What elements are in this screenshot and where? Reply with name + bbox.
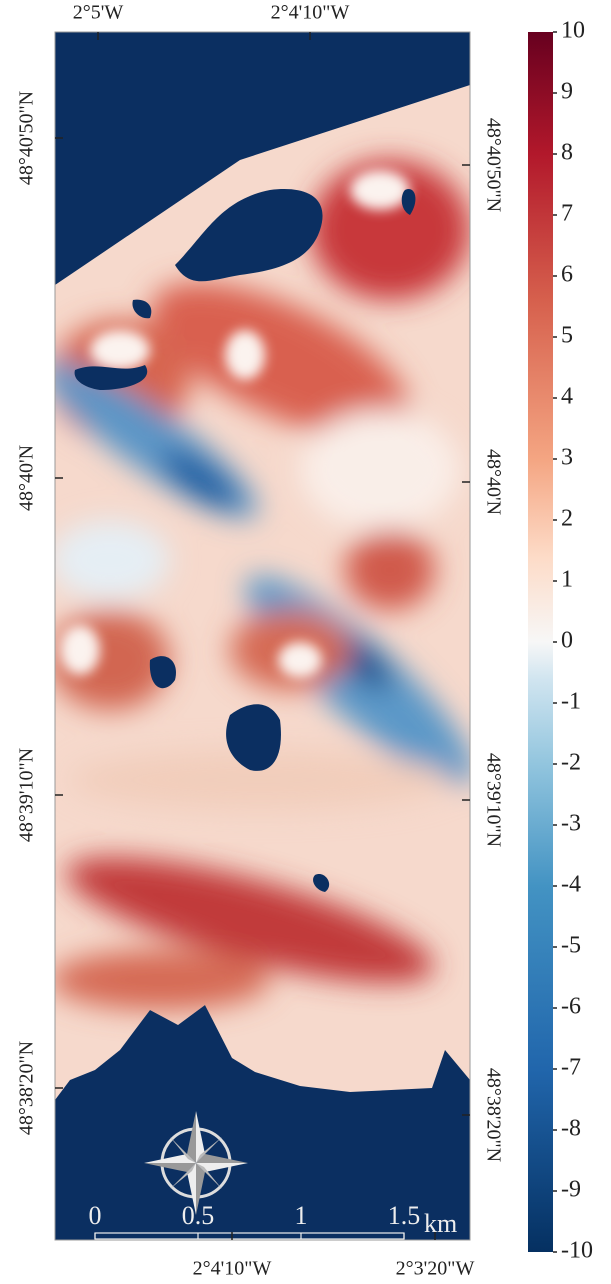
bottom-coordinate: 2°4'10"W [193, 1258, 272, 1280]
colorbar-tick-label: -2 [561, 750, 581, 776]
colorbar-tick-label: -10 [561, 1238, 593, 1264]
scale-bar: 0 0.5 1 1.5 km [89, 1201, 457, 1240]
colorbar-tick-label: -9 [561, 1177, 581, 1203]
scale-label: 0.5 [182, 1201, 215, 1230]
colorbar-tick-label: -4 [561, 872, 581, 898]
colorbar-tick-label: 5 [561, 323, 573, 349]
colorbar-tick-label: 2 [561, 506, 573, 532]
bottom-coordinate: 2°3'20"W [396, 1258, 475, 1280]
scale-unit: km [424, 1209, 457, 1238]
map-frame [54, 31, 471, 1241]
right-coordinate: 48°40'50"N [482, 118, 504, 212]
colorbar-tick-label: -1 [561, 689, 581, 715]
colorbar-tick-label: 8 [561, 140, 573, 166]
colorbar-tick-label: 9 [561, 79, 573, 105]
top-coordinate: 2°5'W [73, 2, 124, 24]
colorbar-tick-label: 6 [561, 262, 573, 288]
colorbar-ramp [528, 32, 553, 1252]
colorbar-tick-label: 4 [561, 384, 573, 410]
colorbar-tick-label: 3 [561, 445, 573, 471]
colorbar-tick-label: -5 [561, 933, 581, 959]
left-coordinate: 48°38'20"N [16, 1041, 38, 1135]
colorbar-tick-label: 7 [561, 201, 573, 227]
scale-label: 1 [295, 1201, 308, 1230]
right-coordinate: 48°39'10"N [482, 753, 504, 847]
colorbar-tick-label: -7 [561, 1055, 581, 1081]
scale-label: 0 [89, 1201, 102, 1230]
colorbar-tick-label: 1 [561, 567, 573, 593]
top-coordinate: 2°4'10"W [271, 2, 350, 24]
right-coordinate: 48°40'N [482, 449, 504, 515]
map-raster [55, 85, 470, 1100]
compass-rose [144, 1111, 248, 1215]
map-panel: 0 0.5 1 1.5 km [54, 31, 471, 1241]
colorbar-tick-label: 0 [561, 628, 573, 654]
left-coordinate: 48°40'N [16, 445, 38, 511]
coordinate-labels: 2°5'W 2°4'10"W 2°4'10"W 2°3'20"W 48°40'50"N 4… [16, 2, 505, 1280]
right-coordinate: 48°38'20"N [482, 1068, 504, 1162]
colorbar-tick-label: -6 [561, 994, 581, 1020]
colorbar-tick-label: -8 [561, 1116, 581, 1142]
colorbar-tick-label: 10 [561, 18, 585, 44]
left-coordinate: 48°39'10"N [16, 748, 38, 842]
left-coordinate: 48°40'50"N [16, 91, 38, 185]
scale-label: 1.5 [388, 1201, 421, 1230]
colorbar-tick-label: -3 [561, 811, 581, 837]
